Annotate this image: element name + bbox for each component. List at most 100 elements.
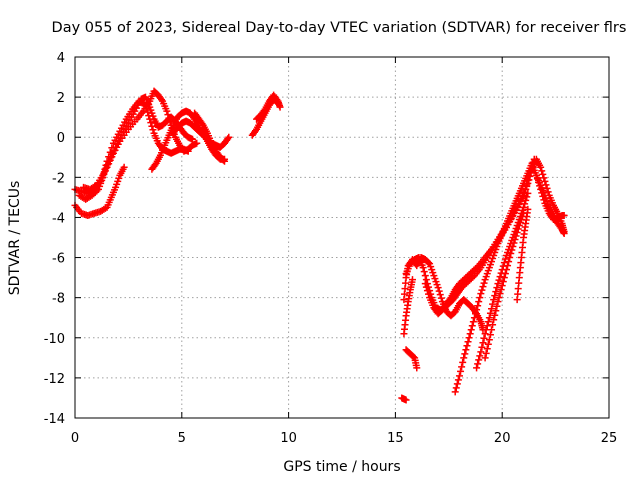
data-point bbox=[486, 331, 494, 339]
data-point bbox=[494, 298, 502, 306]
data-point bbox=[483, 345, 491, 353]
data-point bbox=[544, 188, 552, 196]
data-point bbox=[523, 193, 531, 201]
data-point bbox=[410, 353, 418, 361]
data-point bbox=[105, 157, 113, 165]
data-point bbox=[492, 307, 500, 315]
data-point bbox=[435, 287, 443, 295]
data-point bbox=[451, 388, 459, 396]
data-point bbox=[490, 296, 498, 304]
data-point bbox=[151, 161, 159, 169]
x-tick-label: 25 bbox=[601, 431, 618, 446]
data-point bbox=[541, 177, 549, 185]
data-point bbox=[425, 259, 433, 267]
data-point bbox=[539, 170, 547, 178]
data-point bbox=[501, 270, 509, 278]
data-point bbox=[473, 364, 481, 372]
data-point bbox=[481, 330, 489, 338]
y-tick-label: 2 bbox=[57, 91, 65, 106]
data-point bbox=[496, 290, 504, 298]
grid bbox=[75, 57, 609, 418]
data-point bbox=[513, 228, 521, 236]
y-tick-label: -8 bbox=[52, 292, 65, 307]
data-point bbox=[473, 306, 481, 314]
y-tick-label: -2 bbox=[52, 171, 65, 186]
plot-frame bbox=[74, 56, 610, 419]
x-axis-label: GPS time / hours bbox=[283, 459, 400, 475]
y-tick-label: -14 bbox=[44, 412, 65, 427]
data-point bbox=[511, 236, 519, 244]
data-point bbox=[459, 358, 467, 366]
data-point bbox=[506, 254, 514, 262]
y-tick-label: -6 bbox=[52, 252, 65, 267]
data-point bbox=[104, 161, 112, 169]
data-point bbox=[521, 200, 529, 208]
data-point bbox=[458, 363, 466, 371]
data-point bbox=[525, 176, 533, 184]
data-point bbox=[475, 356, 483, 364]
data-point bbox=[520, 203, 528, 211]
data-point bbox=[163, 107, 171, 115]
data-point bbox=[470, 314, 478, 322]
data-points bbox=[71, 87, 568, 404]
data-point bbox=[484, 340, 492, 348]
data-point bbox=[454, 376, 462, 384]
data-point bbox=[452, 384, 460, 392]
data-point bbox=[493, 302, 501, 310]
data-point bbox=[480, 334, 488, 342]
data-point bbox=[496, 273, 504, 281]
data-point bbox=[476, 294, 484, 302]
data-point bbox=[491, 292, 499, 300]
data-point bbox=[489, 300, 497, 308]
data-point bbox=[479, 339, 487, 347]
data-point bbox=[537, 163, 545, 171]
data-point bbox=[540, 174, 548, 182]
data-point bbox=[514, 225, 522, 233]
data-point bbox=[408, 276, 416, 284]
data-point bbox=[464, 338, 472, 346]
data-point bbox=[560, 211, 568, 219]
data-point bbox=[422, 283, 430, 291]
data-point bbox=[476, 352, 484, 360]
data-point bbox=[509, 243, 517, 251]
data-point bbox=[457, 367, 465, 375]
data-point bbox=[423, 287, 431, 295]
data-point bbox=[143, 105, 151, 113]
data-point bbox=[425, 290, 433, 298]
data-point bbox=[102, 164, 110, 172]
data-point bbox=[491, 311, 499, 319]
data-point bbox=[193, 139, 201, 147]
y-tick-label: -12 bbox=[44, 372, 65, 387]
data-point bbox=[500, 274, 508, 282]
data-point bbox=[492, 288, 500, 296]
data-point bbox=[497, 286, 505, 294]
data-point bbox=[188, 135, 196, 143]
data-point bbox=[485, 314, 493, 322]
data-point bbox=[107, 154, 115, 162]
data-point bbox=[446, 295, 454, 303]
data-point bbox=[478, 343, 486, 351]
data-point bbox=[224, 135, 232, 143]
data-point bbox=[474, 360, 482, 368]
data-point bbox=[480, 279, 488, 287]
data-point bbox=[108, 150, 116, 158]
data-point bbox=[522, 196, 530, 204]
data-point bbox=[495, 294, 503, 302]
data-point bbox=[490, 316, 498, 324]
data-point bbox=[158, 96, 166, 104]
x-tick-label: 0 bbox=[71, 431, 79, 446]
data-point bbox=[221, 157, 229, 165]
data-point bbox=[463, 342, 471, 350]
data-point bbox=[560, 229, 568, 237]
data-point bbox=[524, 205, 532, 213]
y-tick-label: -10 bbox=[44, 332, 65, 347]
data-point bbox=[402, 396, 410, 404]
data-point bbox=[495, 276, 503, 284]
x-tick-label: 10 bbox=[280, 431, 297, 446]
data-point bbox=[512, 232, 520, 240]
data-point bbox=[481, 354, 489, 362]
y-tick-label: 0 bbox=[57, 131, 65, 146]
data-point bbox=[467, 326, 475, 334]
data-point bbox=[466, 330, 474, 338]
